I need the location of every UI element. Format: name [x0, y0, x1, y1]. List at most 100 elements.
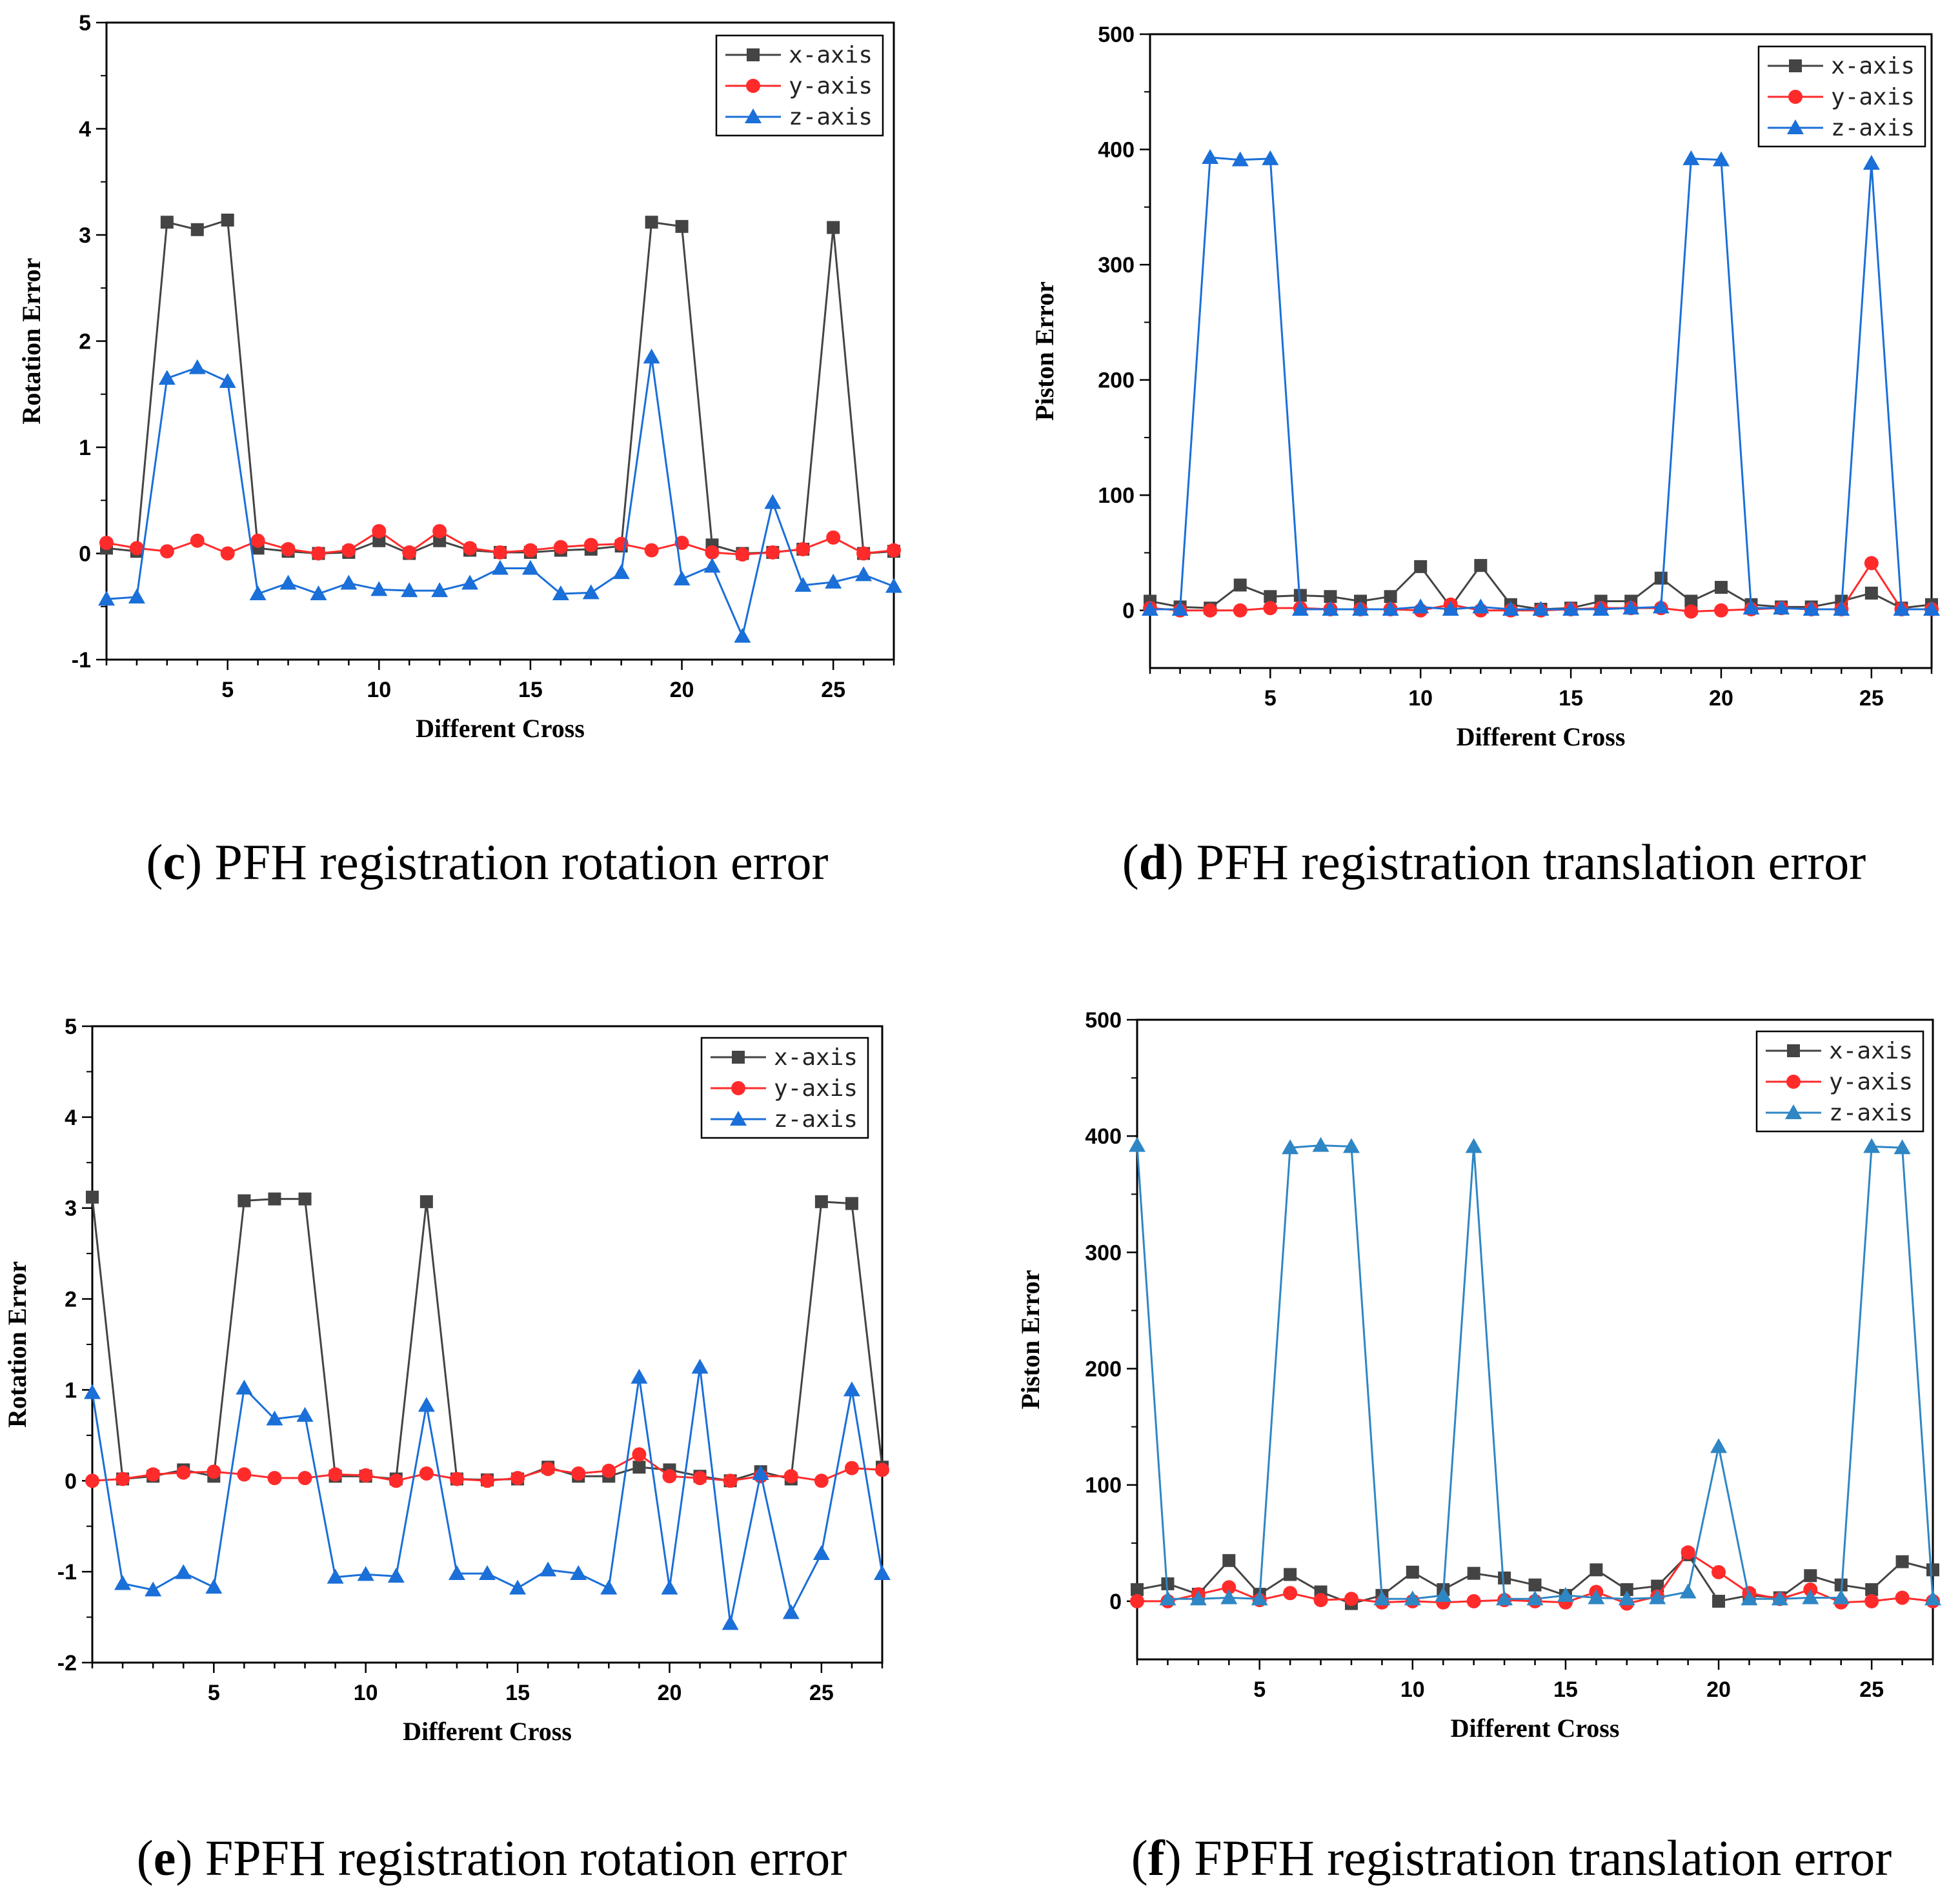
data-point-y-axis [449, 1472, 464, 1486]
x-tick-label: 25 [1859, 1677, 1884, 1702]
x-tick-label: 25 [1859, 686, 1884, 711]
data-point-y-axis [1313, 1593, 1328, 1608]
data-point-y-axis [583, 538, 598, 552]
data-point-z-axis [98, 591, 115, 606]
data-point-y-axis [765, 545, 780, 560]
series-line-z-axis [106, 356, 894, 640]
series-line-x-axis [91, 1197, 884, 1482]
data-point-z-axis [1171, 600, 1189, 616]
data-point-z-axis [1262, 150, 1279, 165]
data-point-y-axis [129, 541, 144, 556]
chart-panel-d: 5 10 15 20 25 500 400 300 200 100 0 Different Cross… [1030, 23, 1940, 890]
y-tick-label: 2 [65, 1288, 77, 1312]
y-tick-label: 1 [65, 1378, 77, 1403]
data-point-x-axis [675, 219, 689, 233]
x-tick-label: 20 [670, 678, 694, 702]
data-point-z-axis [540, 1561, 557, 1577]
panel-caption: (e) FPFH registration rotation error [137, 1830, 847, 1886]
data-point-z-axis [874, 1565, 891, 1580]
data-point-y-axis [1864, 1594, 1879, 1608]
data-point-z-axis [1189, 1590, 1207, 1606]
data-point-z-axis [1142, 600, 1158, 616]
data-point-z-axis [1472, 598, 1490, 614]
legend-label-z-axis: z-axis [1831, 115, 1915, 141]
data-point-x-axis [1414, 560, 1428, 573]
data-point-x-axis [645, 216, 658, 229]
caption-letter: c [163, 834, 185, 890]
data-point-y-axis [1263, 601, 1278, 616]
caption-open: ( [137, 1830, 154, 1886]
y-axis-label: Rotation Error [17, 258, 46, 424]
series-z-axis [98, 349, 902, 643]
legend-label-x-axis: x-axis [789, 42, 873, 68]
data-point-y-axis [159, 544, 174, 559]
data-point-y-axis [1681, 1545, 1695, 1560]
data-point-z-axis [1588, 1589, 1605, 1605]
data-point-x-axis [372, 534, 386, 547]
data-point-x-axis [1474, 559, 1488, 572]
data-point-z-axis [1526, 1590, 1544, 1606]
data-point-x-axis [1926, 1563, 1939, 1577]
data-point-z-axis [1312, 1137, 1329, 1152]
data-point-y-axis [887, 543, 901, 558]
data-point-y-axis [1283, 1586, 1298, 1601]
data-point-y-axis [311, 546, 326, 561]
data-point-z-axis [521, 560, 539, 575]
data-point-x-axis [160, 216, 174, 229]
data-point-z-axis [764, 494, 782, 509]
y-tick-label: 300 [1098, 253, 1135, 278]
y-tick-label: 5 [65, 1015, 77, 1039]
data-point-y-axis [553, 540, 568, 554]
x-tick-label: 5 [221, 678, 234, 702]
data-point-z-axis [1771, 1590, 1788, 1606]
data-point-x-axis [827, 221, 840, 234]
data-point-y-axis [402, 545, 417, 560]
data-point-z-axis [479, 1565, 496, 1580]
data-point-x-axis [1712, 1594, 1726, 1608]
data-point-x-axis [1233, 578, 1247, 592]
data-point-z-axis [673, 570, 691, 585]
data-point-y-axis [856, 546, 871, 561]
data-point-y-axis [662, 1469, 677, 1484]
data-point-z-axis [1618, 1590, 1635, 1606]
legend-marker-y-axis [1786, 1075, 1801, 1089]
caption-text: ) FPFH registration translation error [1165, 1830, 1892, 1886]
data-point-y-axis [493, 545, 507, 560]
data-point-x-axis [1590, 1563, 1603, 1577]
data-point-x-axis [1684, 594, 1698, 608]
data-point-y-axis [1895, 1590, 1910, 1605]
data-point-z-axis [1251, 1590, 1268, 1606]
data-point-y-axis [176, 1465, 191, 1480]
data-point-x-axis [1131, 1583, 1144, 1596]
caption-open: ( [1131, 1830, 1148, 1886]
x-tick-label: 5 [1253, 1677, 1266, 1702]
data-point-z-axis [1502, 600, 1519, 616]
data-point-y-axis [207, 1464, 221, 1479]
data-point-z-axis [219, 373, 236, 389]
data-point-z-axis [570, 1565, 587, 1580]
panel-caption: (f) FPFH registration translation error [1131, 1830, 1892, 1886]
data-point-z-axis [1802, 1589, 1819, 1605]
y-axis-label: Piston Error [1016, 1270, 1045, 1410]
data-point-z-axis [703, 558, 721, 573]
data-point-x-axis [1654, 571, 1668, 585]
data-point-z-axis [734, 627, 751, 643]
data-point-z-axis [582, 584, 600, 600]
data-point-y-axis [1713, 603, 1728, 618]
data-point-y-axis [644, 543, 659, 558]
data-point-z-axis [1712, 151, 1730, 167]
data-point-x-axis [1161, 1577, 1175, 1590]
legend-label-y-axis: y-axis [789, 73, 873, 99]
y-tick-label: -1 [72, 648, 91, 673]
data-point-z-axis [1532, 600, 1550, 616]
data-point-z-axis [1282, 1139, 1299, 1155]
data-point-y-axis [237, 1467, 252, 1482]
x-tick-label: 25 [809, 1681, 834, 1705]
data-point-x-axis [298, 1192, 312, 1206]
legend-marker-x-axis [747, 48, 760, 61]
data-point-y-axis [1344, 1592, 1358, 1606]
legend-label-z-axis: z-axis [1829, 1100, 1913, 1126]
data-point-z-axis [1832, 1589, 1850, 1605]
data-point-z-axis [401, 582, 418, 598]
